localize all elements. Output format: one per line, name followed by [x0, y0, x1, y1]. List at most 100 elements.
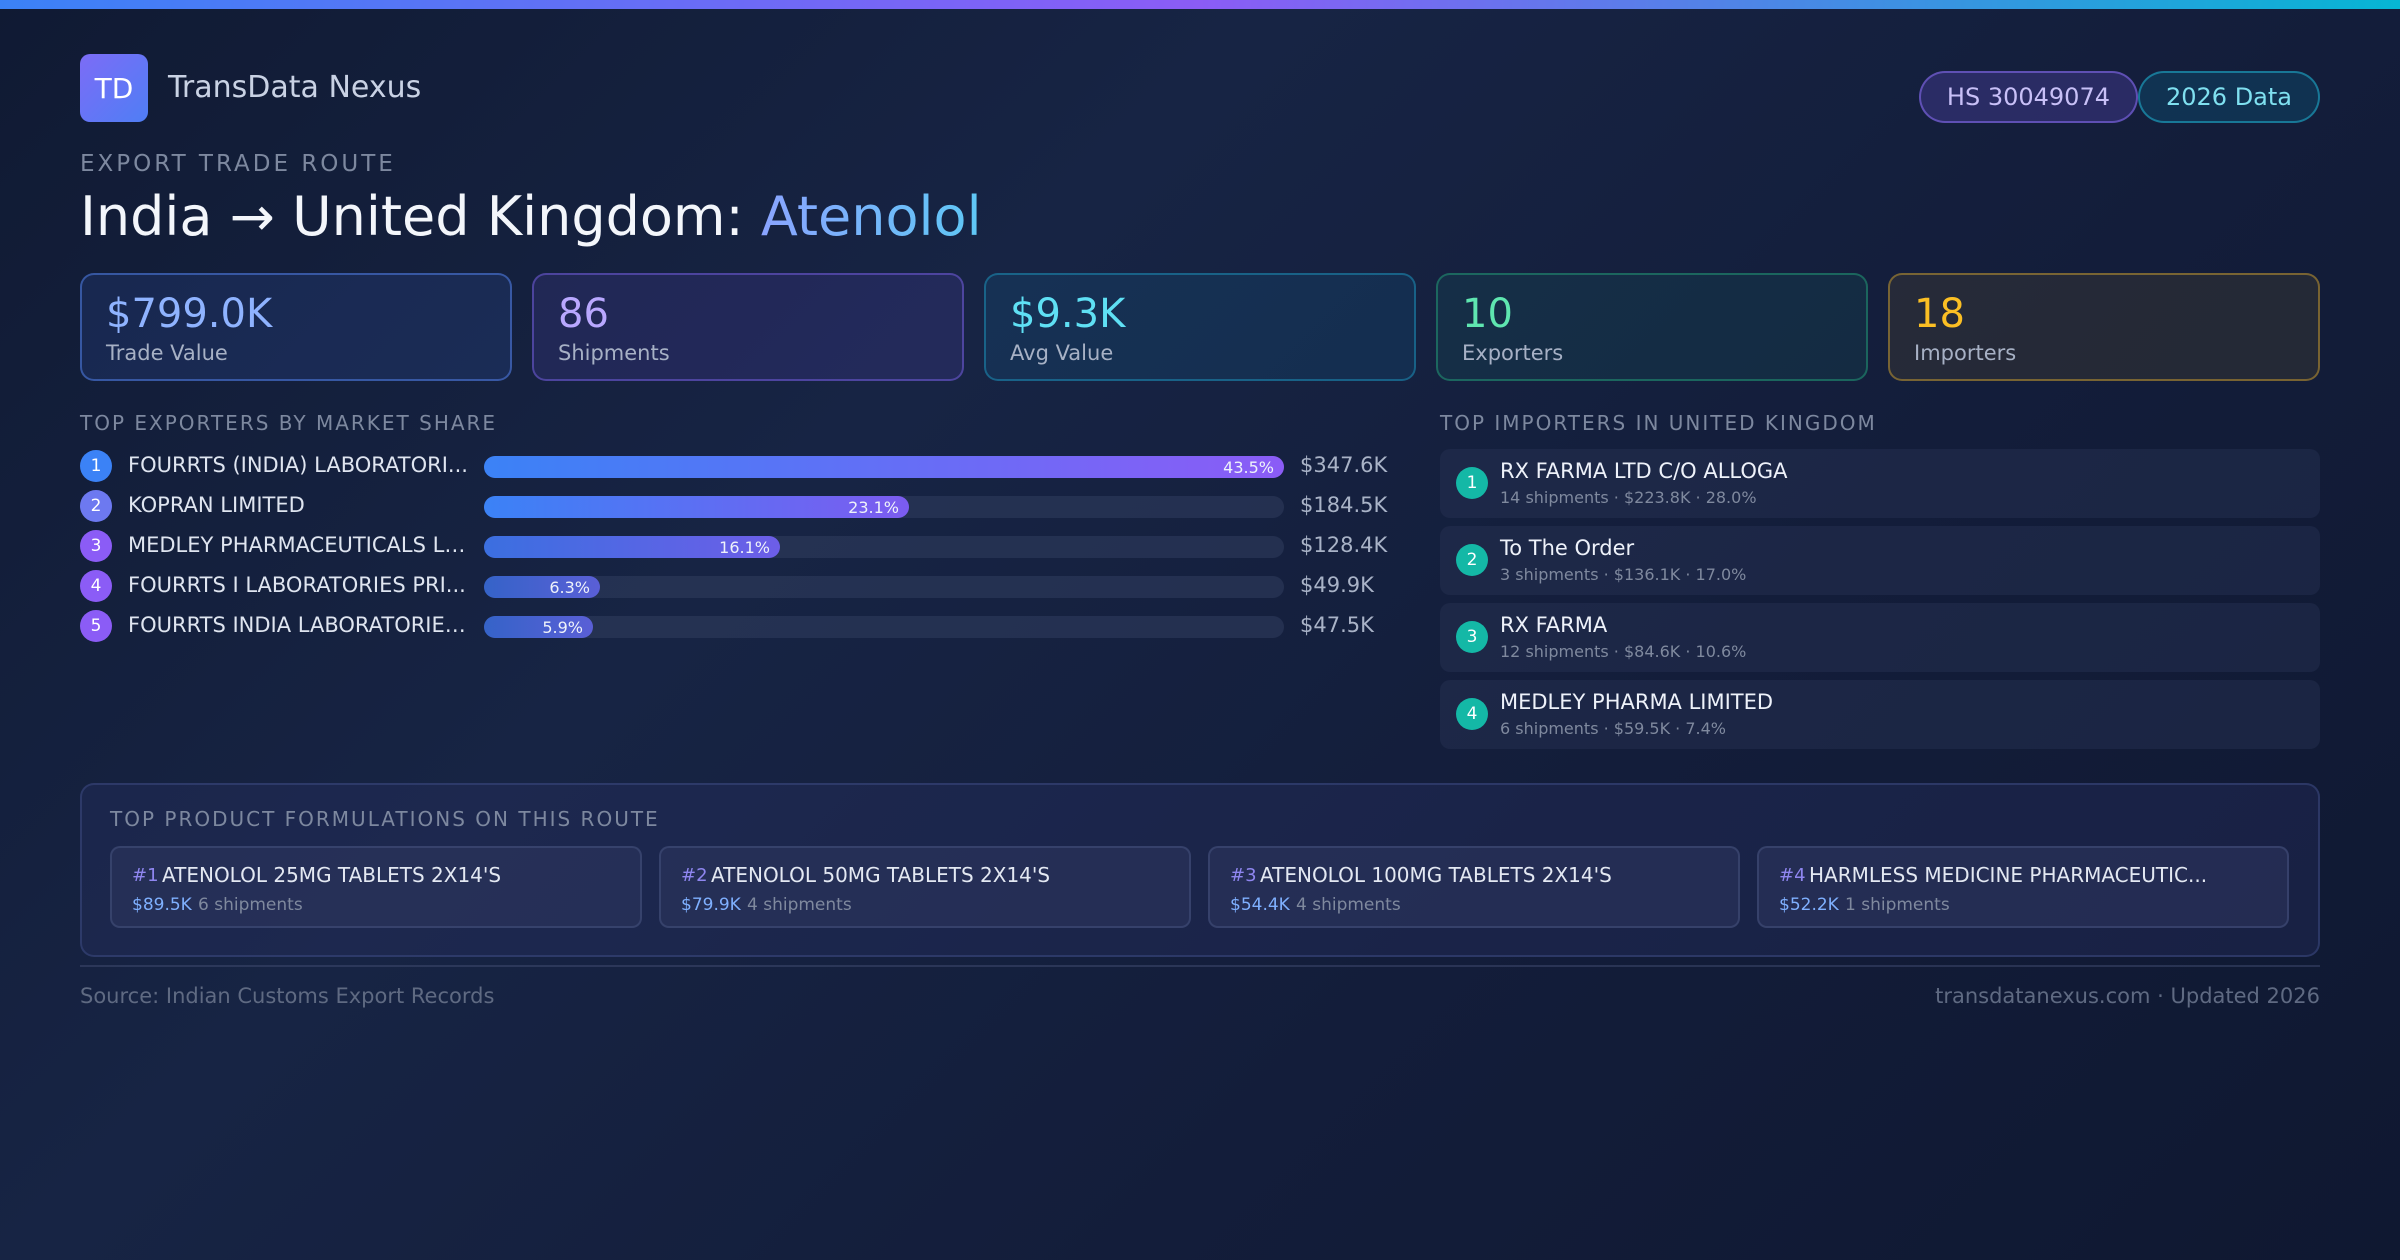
route-title: India → United Kingdom:	[80, 185, 761, 248]
footer-divider	[80, 965, 2320, 967]
product-card: #3 ATENOLOL 100MG TABLETS 2X14'S $54.4K …	[1208, 846, 1740, 928]
page: TD TransData Nexus HS 30049074 2026 Data…	[80, 9, 2320, 1249]
exporter-row: 4 FOURRTS I LABORATORIES PRI... 6.3% $49…	[80, 570, 1380, 602]
stat-label: Exporters	[1462, 341, 1564, 365]
product-value: $54.4K	[1230, 895, 1290, 915]
rank-badge: 5	[80, 610, 112, 642]
stat-card-avg-value: $9.3K Avg Value	[984, 273, 1416, 381]
rank-badge: 4	[1456, 698, 1488, 730]
product-card: #2 ATENOLOL 50MG TABLETS 2X14'S $79.9K 4…	[659, 846, 1191, 928]
share-bar-track: 23.1%	[484, 496, 1284, 518]
exporter-name: FOURRTS INDIA LABORATORIES...	[128, 613, 468, 637]
product-value: $79.9K	[681, 895, 741, 915]
exporter-value: $128.4K	[1300, 533, 1388, 557]
stat-cards: $799.0K Trade Value 86 Shipments $9.3K A…	[80, 273, 2320, 381]
product-shipments: 6 shipments	[198, 895, 303, 915]
share-percent: 5.9%	[542, 618, 583, 637]
share-bar-track: 43.5%	[484, 456, 1284, 478]
header: TD TransData Nexus HS 30049074 2026 Data	[80, 54, 2320, 123]
product-name: ATENOLOL 100MG TABLETS 2X14'S	[1260, 863, 1612, 887]
exporter-value: $347.6K	[1300, 453, 1388, 477]
product-title: Atenolol	[760, 185, 982, 248]
stat-card-exporters: 10 Exporters	[1436, 273, 1868, 381]
share-percent: 23.1%	[848, 498, 899, 517]
share-bar-fill	[484, 456, 1284, 478]
products-panel: TOP PRODUCT FORMULATIONS ON THIS ROUTE #…	[80, 783, 2320, 957]
product-name: HARMLESS MEDICINE PHARMACEUTIC...	[1809, 863, 2208, 887]
importer-name: To The Order	[1500, 536, 1635, 560]
product-card: #1 ATENOLOL 25MG TABLETS 2X14'S $89.5K 6…	[110, 846, 642, 928]
share-bar-fill	[484, 536, 780, 558]
importer-details: 3 shipments · $136.1K · 17.0%	[1500, 565, 1747, 584]
top-accent-bar	[0, 0, 2400, 9]
data-year-badge: 2026 Data	[2137, 71, 2320, 123]
product-rank: #4	[1779, 865, 1806, 886]
importer-details: 6 shipments · $59.5K · 7.4%	[1500, 719, 1726, 738]
exporter-row: 5 FOURRTS INDIA LABORATORIES... 5.9% $47…	[80, 610, 1380, 642]
rank-badge: 1	[1456, 467, 1488, 499]
exporter-name: FOURRTS I LABORATORIES PRI...	[128, 573, 466, 597]
stat-label: Trade Value	[106, 341, 228, 365]
importer-card: 2 To The Order 3 shipments · $136.1K · 1…	[1440, 526, 2320, 595]
exporter-value: $49.9K	[1300, 573, 1374, 597]
brand-logo: TD	[80, 54, 148, 122]
rank-badge: 1	[80, 450, 112, 482]
rank-badge: 4	[80, 570, 112, 602]
importer-card: 4 MEDLEY PHARMA LIMITED 6 shipments · $5…	[1440, 680, 2320, 749]
product-rank: #3	[1230, 865, 1257, 886]
stat-label: Avg Value	[1010, 341, 1114, 365]
stat-label: Shipments	[558, 341, 670, 365]
exporter-name: MEDLEY PHARMACEUTICALS LIM...	[128, 533, 468, 557]
exporter-value: $184.5K	[1300, 493, 1388, 517]
rank-badge: 2	[1456, 544, 1488, 576]
product-name: ATENOLOL 25MG TABLETS 2X14'S	[162, 863, 502, 887]
product-shipments: 4 shipments	[1296, 895, 1401, 915]
footer-source: Source: Indian Customs Export Records	[80, 984, 495, 1008]
product-value: $52.2K	[1779, 895, 1839, 915]
product-shipments: 1 shipments	[1845, 895, 1950, 915]
importer-name: RX FARMA	[1500, 613, 1608, 637]
product-shipments: 4 shipments	[747, 895, 852, 915]
importer-name: MEDLEY PHARMA LIMITED	[1500, 690, 1774, 714]
product-name: ATENOLOL 50MG TABLETS 2X14'S	[711, 863, 1051, 887]
footer-site[interactable]: transdatanexus.com · Updated 2026	[1935, 984, 2320, 1008]
share-bar-track: 16.1%	[484, 536, 1284, 558]
share-bar-fill	[484, 576, 600, 598]
stat-value: 18	[1914, 291, 1965, 337]
exporters-section-title: TOP EXPORTERS BY MARKET SHARE	[80, 411, 498, 435]
brand-name: TransData Nexus	[168, 70, 422, 105]
share-percent: 43.5%	[1223, 458, 1274, 477]
product-value: $89.5K	[132, 895, 192, 915]
rank-badge: 3	[1456, 621, 1488, 653]
product-rank: #1	[132, 865, 159, 886]
stat-value: $9.3K	[1010, 291, 1126, 337]
exporter-row: 1 FOURRTS (INDIA) LABORATORI... 43.5% $3…	[80, 450, 1387, 482]
importer-details: 14 shipments · $223.8K · 28.0%	[1500, 488, 1757, 507]
rank-badge: 3	[80, 530, 112, 562]
stat-card-shipments: 86 Shipments	[532, 273, 964, 381]
importers-section-title: TOP IMPORTERS IN UNITED KINGDOM	[1440, 411, 1877, 435]
stat-value: 10	[1462, 291, 1513, 337]
importer-details: 12 shipments · $84.6K · 10.6%	[1500, 642, 1747, 661]
share-percent: 6.3%	[549, 578, 590, 597]
stat-value: $799.0K	[106, 291, 273, 337]
stat-label: Importers	[1914, 341, 2017, 365]
stat-card-importers: 18 Importers	[1888, 273, 2320, 381]
importer-card: 3 RX FARMA 12 shipments · $84.6K · 10.6%	[1440, 603, 2320, 672]
products-section-title: TOP PRODUCT FORMULATIONS ON THIS ROUTE	[110, 807, 660, 831]
product-rank: #2	[681, 865, 708, 886]
importer-card: 1 RX FARMA LTD C/O ALLOGA 14 shipments ·…	[1440, 449, 2320, 518]
share-bar-fill	[484, 616, 593, 638]
exporter-value: $47.5K	[1300, 613, 1374, 637]
share-bar-track: 5.9%	[484, 616, 1284, 638]
stat-card-trade-value: $799.0K Trade Value	[80, 273, 512, 381]
exporter-name: KOPRAN LIMITED	[128, 493, 305, 517]
exporter-row: 3 MEDLEY PHARMACEUTICALS LIM... 16.1% $1…	[80, 530, 1387, 562]
exporter-name: FOURRTS (INDIA) LABORATORI...	[128, 453, 468, 477]
page-title: India → United Kingdom: Atenolol	[80, 185, 982, 248]
route-eyebrow: EXPORT TRADE ROUTE	[80, 151, 396, 177]
rank-badge: 2	[80, 490, 112, 522]
stat-value: 86	[558, 291, 609, 337]
importer-name: RX FARMA LTD C/O ALLOGA	[1500, 459, 1788, 483]
share-bar-fill	[484, 496, 909, 518]
